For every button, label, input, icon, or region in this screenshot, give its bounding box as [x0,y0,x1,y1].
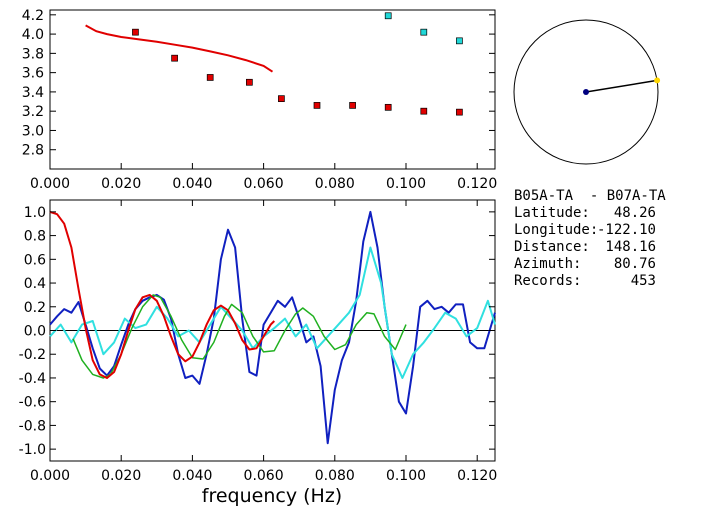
info-label: Records: [514,273,581,289]
info-label: Longitude: [514,222,598,238]
observed-coherence-alt-line [49,246,496,379]
station-b-marker [654,77,661,84]
y-tick-label: 0.4 [24,276,46,292]
velocity-plot: 2.8 3.0 3.2 3.4 3.6 3.8 4.0 4.2 0.000 0.020 0.040… [22,8,498,192]
info-label: Latitude: [514,205,590,221]
y-tick-label: -0.2 [19,347,46,363]
x-tick-label: 0.040 [172,468,212,484]
coherence-plot: 1.0 0.8 0.6 0.4 0.2 0.0 -0.2 -0.4 -0.6 -0.8 -1.0 0… [19,199,497,507]
x-tick-label: 0.060 [244,176,284,192]
x-tick-label: 0.020 [101,468,141,484]
bessel-fit-line [49,210,276,379]
y-tick-label: -0.6 [19,395,46,411]
bessel-fit-alt-line [72,294,407,379]
info-label: Azimuth: [514,256,581,272]
info-value: 80.76 [614,256,656,272]
measurement-point [313,102,321,109]
alt-measurement-point [420,28,428,36]
x-tick-label: 0.080 [315,468,355,484]
info-value: 148.16 [605,239,656,255]
x-tick-label: 0.000 [30,176,70,192]
y-tick-label: 3.0 [22,123,44,139]
info-value: 453 [631,273,656,289]
observed-coherence-line [49,210,496,445]
x-tick-label: 0.100 [386,176,426,192]
top-plot-frame [49,9,496,170]
alt-measurement-point [384,12,392,20]
y-tick-label: -0.4 [19,371,46,387]
y-tick-label: 3.6 [22,66,44,82]
info-value: 48.26 [614,205,656,221]
alt-measurement-point [456,37,463,45]
azimuth-compass [513,19,661,165]
y-tick-label: 0.0 [24,324,46,340]
station-info: B05A-TA - B07A-TA Latitude: 48.26 Longitud… [514,188,666,289]
measurement-point [420,107,428,115]
measurement-point [206,74,214,81]
info-value: -122.10 [597,222,656,238]
y-tick-label: 4.0 [22,27,44,43]
y-tick-label: 3.4 [22,85,44,101]
measurement-point [278,95,285,103]
azimuth-line [585,79,658,93]
x-tick-label: 0.080 [315,176,355,192]
x-tick-label: 0.060 [244,468,284,484]
x-tick-label: 0.100 [386,468,426,484]
y-tick-label: 3.2 [22,104,44,120]
y-tick-label: 1.0 [24,205,46,221]
measurement-point [456,108,463,116]
y-tick-label: 3.8 [22,46,44,62]
y-tick-label: 0.2 [24,300,46,316]
y-tick-label: 0.8 [24,229,46,245]
x-tick-label: 0.020 [101,176,141,192]
y-tick-label: -1.0 [19,442,46,458]
y-tick-label: 2.8 [22,143,44,159]
x-tick-label: 0.040 [172,176,212,192]
measurement-point [171,54,178,62]
compass-circle [513,19,659,165]
station-pair-title: B05A-TA - B07A-TA [514,188,666,204]
y-tick-label: 0.6 [24,252,46,268]
x-tick-label: 0.120 [457,176,497,192]
measurement-point [384,103,392,111]
model-curve [85,24,274,73]
x-tick-label: 0.000 [30,468,70,484]
info-label: Distance: [514,239,590,255]
measurement-point [349,102,356,109]
measurement-point [246,78,253,86]
station-a-marker [583,89,589,95]
y-tick-label: -0.8 [19,418,46,434]
x-tick-label: 0.120 [457,468,497,484]
y-tick-label: 4.2 [22,8,44,24]
x-axis-label: frequency (Hz) [202,485,342,507]
measurement-point [132,28,139,36]
